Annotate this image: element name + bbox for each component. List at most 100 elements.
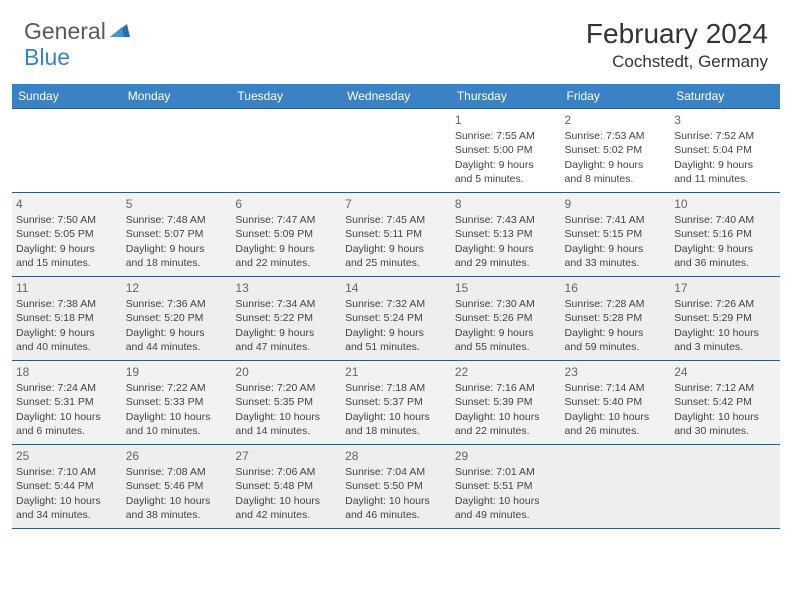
day-d1: Daylight: 9 hours: [565, 158, 667, 172]
day-sunset: Sunset: 5:16 PM: [674, 227, 776, 241]
day-sunset: Sunset: 5:26 PM: [455, 311, 557, 325]
day-sunrise: Sunrise: 7:53 AM: [565, 129, 667, 143]
day-cell: 10Sunrise: 7:40 AMSunset: 5:16 PMDayligh…: [670, 193, 780, 277]
day-sunset: Sunset: 5:13 PM: [455, 227, 557, 241]
day-d2: and 5 minutes.: [455, 172, 557, 186]
day-d2: and 11 minutes.: [674, 172, 776, 186]
day-sunrise: Sunrise: 7:55 AM: [455, 129, 557, 143]
day-d1: Daylight: 10 hours: [345, 410, 447, 424]
day-sunset: Sunset: 5:33 PM: [126, 395, 228, 409]
day-d1: Daylight: 10 hours: [235, 494, 337, 508]
week-row: 25Sunrise: 7:10 AMSunset: 5:44 PMDayligh…: [12, 445, 780, 529]
day-sunrise: Sunrise: 7:34 AM: [235, 297, 337, 311]
day-cell: 17Sunrise: 7:26 AMSunset: 5:29 PMDayligh…: [670, 277, 780, 361]
day-d2: and 55 minutes.: [455, 340, 557, 354]
day-cell-empty: [231, 109, 341, 193]
day-cell: 18Sunrise: 7:24 AMSunset: 5:31 PMDayligh…: [12, 361, 122, 445]
day-d1: Daylight: 10 hours: [455, 410, 557, 424]
day-number: 2: [565, 112, 667, 128]
day-number: 22: [455, 364, 557, 380]
day-d2: and 59 minutes.: [565, 340, 667, 354]
logo: General: [24, 18, 132, 45]
day-number: 17: [674, 280, 776, 296]
day-sunset: Sunset: 5:02 PM: [565, 143, 667, 157]
day-sunrise: Sunrise: 7:28 AM: [565, 297, 667, 311]
day-cell-empty: [561, 445, 671, 529]
day-d2: and 30 minutes.: [674, 424, 776, 438]
day-number: 5: [126, 196, 228, 212]
day-d2: and 10 minutes.: [126, 424, 228, 438]
day-number: 29: [455, 448, 557, 464]
day-d1: Daylight: 9 hours: [345, 326, 447, 340]
day-number: 20: [235, 364, 337, 380]
day-number: 18: [16, 364, 118, 380]
col-saturday: Saturday: [670, 84, 780, 109]
day-cell: 26Sunrise: 7:08 AMSunset: 5:46 PMDayligh…: [122, 445, 232, 529]
day-sunset: Sunset: 5:44 PM: [16, 479, 118, 493]
day-cell: 12Sunrise: 7:36 AMSunset: 5:20 PMDayligh…: [122, 277, 232, 361]
day-d2: and 25 minutes.: [345, 256, 447, 270]
day-cell: 1Sunrise: 7:55 AMSunset: 5:00 PMDaylight…: [451, 109, 561, 193]
logo-main-text: General: [24, 18, 106, 45]
day-cell: 5Sunrise: 7:48 AMSunset: 5:07 PMDaylight…: [122, 193, 232, 277]
day-sunrise: Sunrise: 7:12 AM: [674, 381, 776, 395]
day-d1: Daylight: 9 hours: [455, 326, 557, 340]
day-d2: and 29 minutes.: [455, 256, 557, 270]
day-cell: 16Sunrise: 7:28 AMSunset: 5:28 PMDayligh…: [561, 277, 671, 361]
day-d1: Daylight: 9 hours: [16, 242, 118, 256]
day-number: 15: [455, 280, 557, 296]
day-sunrise: Sunrise: 7:45 AM: [345, 213, 447, 227]
day-number: 24: [674, 364, 776, 380]
day-sunrise: Sunrise: 7:24 AM: [16, 381, 118, 395]
day-sunset: Sunset: 5:22 PM: [235, 311, 337, 325]
day-d1: Daylight: 9 hours: [235, 326, 337, 340]
day-number: 26: [126, 448, 228, 464]
title-block: February 2024 Cochstedt, Germany: [586, 18, 768, 72]
day-sunrise: Sunrise: 7:50 AM: [16, 213, 118, 227]
day-sunset: Sunset: 5:09 PM: [235, 227, 337, 241]
day-sunrise: Sunrise: 7:16 AM: [455, 381, 557, 395]
day-d1: Daylight: 9 hours: [126, 326, 228, 340]
day-sunrise: Sunrise: 7:32 AM: [345, 297, 447, 311]
day-sunrise: Sunrise: 7:38 AM: [16, 297, 118, 311]
day-sunrise: Sunrise: 7:01 AM: [455, 465, 557, 479]
day-cell: 13Sunrise: 7:34 AMSunset: 5:22 PMDayligh…: [231, 277, 341, 361]
day-cell: 24Sunrise: 7:12 AMSunset: 5:42 PMDayligh…: [670, 361, 780, 445]
day-cell: 6Sunrise: 7:47 AMSunset: 5:09 PMDaylight…: [231, 193, 341, 277]
day-sunset: Sunset: 5:11 PM: [345, 227, 447, 241]
col-sunday: Sunday: [12, 84, 122, 109]
day-d1: Daylight: 10 hours: [126, 494, 228, 508]
day-d2: and 47 minutes.: [235, 340, 337, 354]
day-number: 9: [565, 196, 667, 212]
day-d2: and 26 minutes.: [565, 424, 667, 438]
day-d1: Daylight: 9 hours: [455, 158, 557, 172]
day-cell-empty: [12, 109, 122, 193]
day-sunrise: Sunrise: 7:04 AM: [345, 465, 447, 479]
day-cell: 3Sunrise: 7:52 AMSunset: 5:04 PMDaylight…: [670, 109, 780, 193]
day-number: 25: [16, 448, 118, 464]
day-number: 8: [455, 196, 557, 212]
day-sunset: Sunset: 5:18 PM: [16, 311, 118, 325]
day-sunrise: Sunrise: 7:36 AM: [126, 297, 228, 311]
day-number: 19: [126, 364, 228, 380]
day-sunrise: Sunrise: 7:14 AM: [565, 381, 667, 395]
day-sunset: Sunset: 5:51 PM: [455, 479, 557, 493]
header: General February 2024 Cochstedt, Germany: [0, 0, 792, 80]
day-d1: Daylight: 10 hours: [674, 410, 776, 424]
day-number: 27: [235, 448, 337, 464]
day-number: 10: [674, 196, 776, 212]
day-sunset: Sunset: 5:28 PM: [565, 311, 667, 325]
day-sunset: Sunset: 5:48 PM: [235, 479, 337, 493]
day-d1: Daylight: 9 hours: [565, 326, 667, 340]
day-d1: Daylight: 10 hours: [16, 410, 118, 424]
day-d2: and 34 minutes.: [16, 508, 118, 522]
day-d2: and 18 minutes.: [126, 256, 228, 270]
day-d1: Daylight: 9 hours: [16, 326, 118, 340]
day-d2: and 14 minutes.: [235, 424, 337, 438]
day-cell: 22Sunrise: 7:16 AMSunset: 5:39 PMDayligh…: [451, 361, 561, 445]
day-sunrise: Sunrise: 7:40 AM: [674, 213, 776, 227]
day-d1: Daylight: 10 hours: [565, 410, 667, 424]
calendar-table: Sunday Monday Tuesday Wednesday Thursday…: [12, 84, 780, 529]
day-d1: Daylight: 10 hours: [16, 494, 118, 508]
week-row: 4Sunrise: 7:50 AMSunset: 5:05 PMDaylight…: [12, 193, 780, 277]
